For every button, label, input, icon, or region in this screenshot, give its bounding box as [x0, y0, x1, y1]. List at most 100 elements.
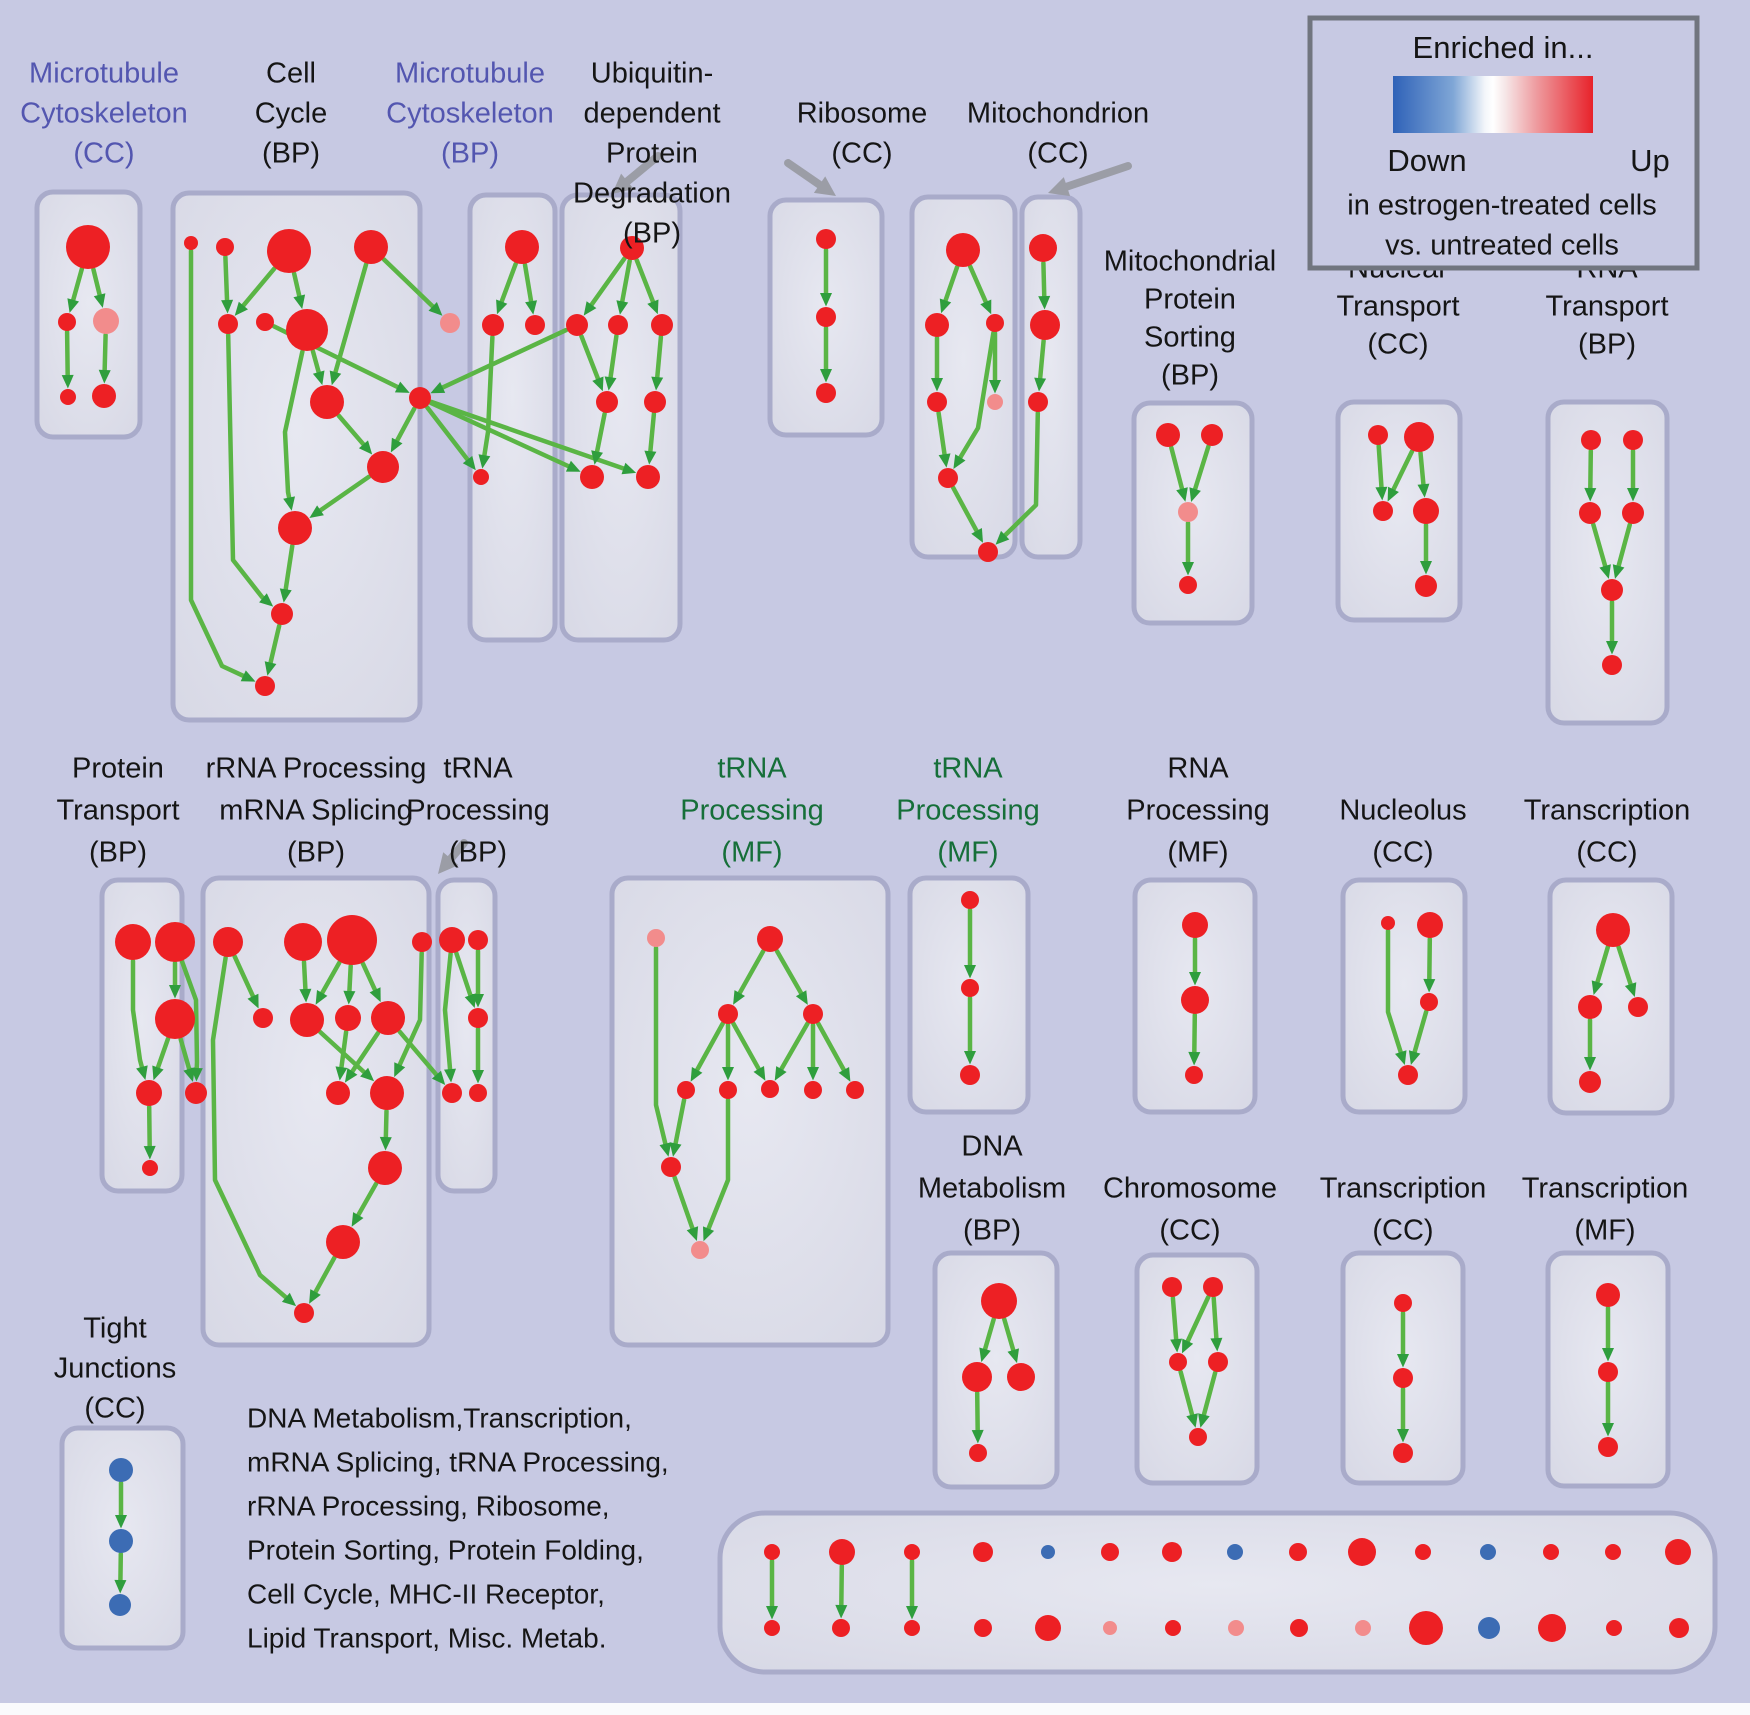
cluster-label-nuclear-transport-cc: Transport — [1336, 291, 1459, 323]
arrowhead-icon — [1189, 487, 1201, 502]
node-v5 — [1601, 579, 1623, 601]
node-y11 — [691, 1241, 709, 1259]
edge-a2-a4 — [64, 329, 70, 380]
node-r3 — [986, 314, 1004, 332]
edge-u0-u3 — [634, 257, 656, 306]
cluster-label-mitochondrion-cc: Mitochondrion — [967, 98, 1149, 130]
cluster-label-tight-junctions-cc: Tight — [83, 1313, 146, 1345]
edge-u2-u4 — [608, 333, 619, 382]
edge-s2-s3 — [1192, 444, 1211, 494]
arrowhead-icon — [221, 299, 234, 314]
arrowhead-icon — [931, 378, 943, 392]
node-k2 — [216, 238, 234, 256]
pointer-ubiquitin-right-head-icon — [813, 176, 836, 196]
edge-k9-u6 — [428, 400, 573, 470]
bottom-margin-strip — [0, 1703, 1750, 1715]
edge-k3-k7 — [291, 271, 302, 301]
arrowhead-icon — [1038, 295, 1051, 310]
arrowhead-icon — [1182, 1338, 1194, 1354]
arrowhead-icon — [136, 1065, 148, 1080]
edge-k2-k5 — [223, 254, 230, 305]
arrowhead-icon — [1387, 486, 1399, 502]
node-a4 — [60, 389, 76, 405]
arrowhead-icon — [644, 450, 657, 465]
arrowhead-icon — [390, 437, 403, 453]
arrowhead-icon — [264, 661, 277, 676]
edge-p3-p5 — [178, 1036, 192, 1074]
summary-text-line: Protein Sorting, Protein Folding, — [247, 1534, 644, 1565]
arrowhead-icon — [335, 1066, 348, 1081]
arrowhead-icon — [360, 1067, 375, 1082]
node-y1 — [647, 929, 665, 947]
node-bb2 — [832, 1619, 850, 1637]
node-x1 — [439, 927, 465, 953]
arrowhead-icon — [240, 670, 256, 682]
node-a5 — [92, 384, 116, 408]
node-u4 — [596, 391, 618, 413]
node-m3 — [525, 315, 545, 335]
node-k1 — [184, 236, 198, 250]
pointer-trna-bp-icon — [446, 839, 468, 863]
node-k7 — [286, 309, 328, 351]
arrowhead-icon — [604, 376, 617, 391]
node-bt7 — [1162, 1542, 1182, 1562]
edge-m2-m4 — [481, 334, 495, 460]
edge-y6-y11 — [705, 1097, 731, 1233]
arrowhead-icon — [1602, 1348, 1614, 1362]
edge-s1-s3 — [1169, 445, 1185, 493]
arrowhead-icon — [279, 588, 292, 603]
arrowhead-icon — [358, 440, 373, 455]
node-r2 — [925, 313, 949, 337]
node-c2 — [1203, 1277, 1223, 1297]
arrowhead-icon — [1397, 1429, 1409, 1443]
arrowhead-icon — [1170, 1338, 1183, 1353]
arrowhead-icon — [309, 1289, 321, 1304]
arrowhead-icon — [621, 462, 637, 475]
node-f1 — [109, 1458, 133, 1482]
edge-w8-w9 — [349, 1030, 381, 1076]
node-i2 — [1393, 1368, 1413, 1388]
edge-w2-w6 — [301, 959, 308, 994]
arrowhead-icon — [472, 994, 484, 1008]
node-k13 — [271, 603, 293, 625]
arrowhead-icon — [835, 1604, 848, 1619]
edge-k8-k11 — [336, 413, 367, 449]
node-w12 — [326, 1225, 360, 1259]
node-n3 — [1373, 501, 1393, 521]
cluster-box-dna-metabolism-bp — [932, 1250, 1060, 1490]
cluster-label-nucleolus-cc: Nucleolus — [1339, 795, 1466, 827]
node-i1 — [1394, 1294, 1412, 1312]
edge-w12-w13 — [312, 1255, 337, 1296]
cluster-label-cell-cycle-bp: Cycle — [255, 98, 328, 130]
cluster-label-ribosome-cc: Ribosome — [797, 98, 928, 130]
node-g2 — [1417, 912, 1443, 938]
arrowhead-icon — [344, 1068, 358, 1083]
edge-h1-h3 — [1616, 944, 1634, 989]
node-y8 — [804, 1081, 822, 1099]
node-r1 — [946, 233, 980, 267]
node-r6 — [938, 468, 958, 488]
node-bb8 — [1228, 1620, 1244, 1636]
arrowhead-icon — [525, 300, 537, 315]
cluster-box-rna-transport-bp — [1545, 399, 1670, 726]
summary-text-line: rRNA Processing, Ribosome, — [247, 1490, 610, 1521]
cluster-box-transcription-cc-mid — [1547, 877, 1675, 1116]
edge-t1-t2 — [1041, 260, 1047, 301]
node-bb7 — [1165, 1620, 1181, 1636]
node-k14 — [255, 676, 275, 696]
edge-m1-m2 — [498, 261, 518, 306]
cluster-label-rna-transport-bp: (BP) — [1578, 329, 1636, 361]
node-bb5 — [1035, 1615, 1061, 1641]
arrowhead-icon — [394, 1062, 406, 1078]
cluster-label-transcription-cc-bottom: (CC) — [1372, 1215, 1433, 1247]
node-bb9 — [1290, 1619, 1308, 1637]
node-j3 — [1598, 1437, 1618, 1457]
edge-w8-x4 — [397, 1029, 440, 1079]
arrowhead-icon — [690, 1067, 703, 1082]
cluster-label-chromosome-cc: Chromosome — [1103, 1173, 1277, 1205]
node-bb12 — [1478, 1617, 1500, 1639]
node-n4 — [1413, 498, 1439, 524]
node-w9 — [326, 1081, 350, 1105]
